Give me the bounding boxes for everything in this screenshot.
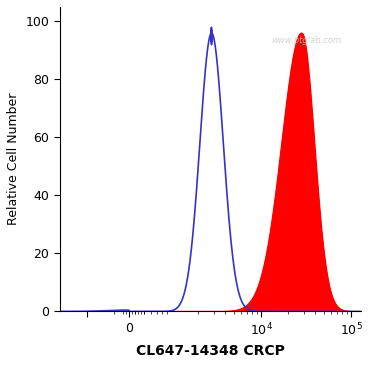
X-axis label: CL647-14348 CRCP: CL647-14348 CRCP	[136, 344, 285, 358]
Y-axis label: Relative Cell Number: Relative Cell Number	[7, 93, 20, 226]
Text: www.ptglab.com: www.ptglab.com	[271, 36, 341, 46]
